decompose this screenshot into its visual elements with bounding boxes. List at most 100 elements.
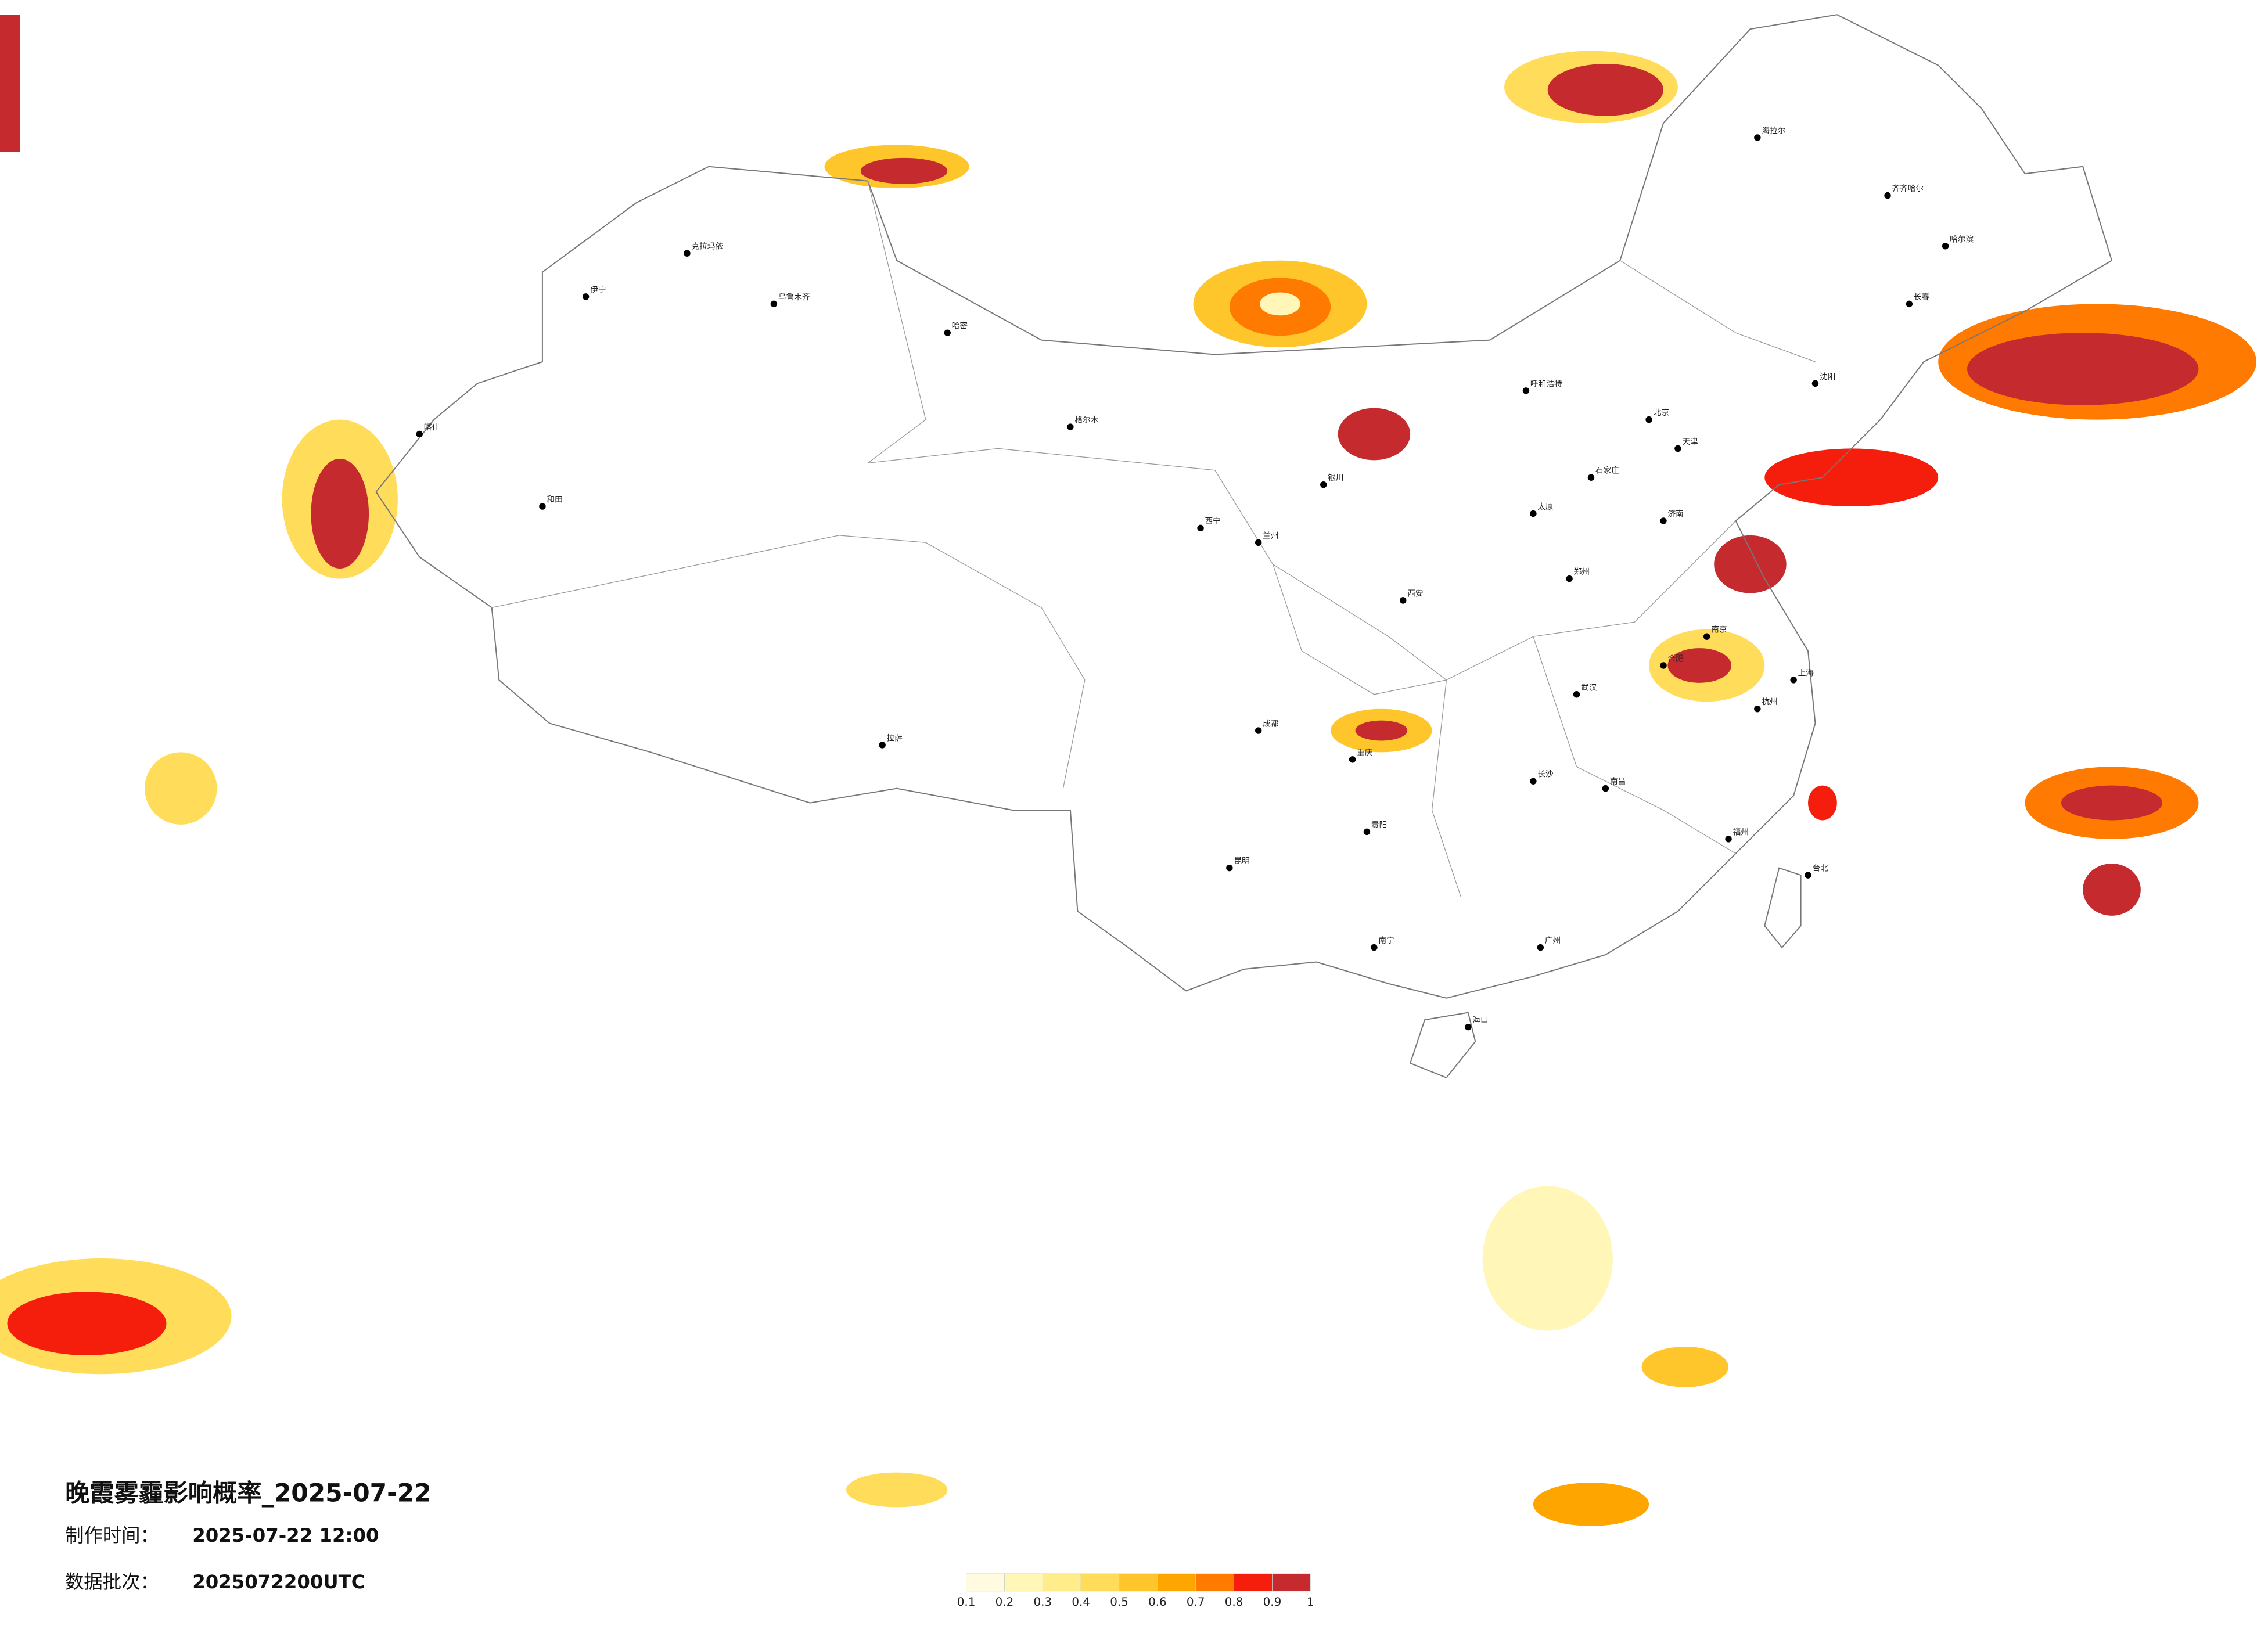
haze-area: [1764, 448, 1939, 507]
city-dot: [1349, 756, 1356, 763]
city-dot: [1255, 539, 1262, 546]
city-dot: [1942, 243, 1949, 250]
city-dot: [1660, 662, 1667, 669]
city-dot: [944, 329, 951, 336]
city-label: 上海: [1798, 668, 1814, 678]
city-label: 南京: [1711, 625, 1727, 635]
data-batch-value: 2025072200UTC: [192, 1571, 365, 1593]
haze-area: [1714, 535, 1787, 593]
haze-area: [1808, 785, 1837, 821]
haze-area: [2083, 864, 2141, 916]
colorbar-tick-label: 1: [1307, 1595, 1314, 1609]
city-label: 兰州: [1263, 531, 1278, 541]
haze-area: [1547, 63, 1663, 116]
province-border: [491, 181, 1816, 897]
city-dot: [1255, 727, 1262, 734]
city-label: 郑州: [1574, 567, 1590, 577]
city-dot: [1811, 380, 1819, 387]
city-dot: [1645, 416, 1652, 423]
colorbar-cell: [1080, 1573, 1120, 1592]
city-label: 杭州: [1762, 697, 1777, 707]
colorbar-cell: [1042, 1573, 1081, 1592]
city-dot: [1399, 597, 1407, 604]
city-label: 沈阳: [1820, 372, 1835, 382]
city-label: 拉萨: [887, 733, 903, 743]
colorbar-tick-label: 0.7: [1187, 1595, 1205, 1609]
city-dot: [1754, 705, 1761, 713]
city-dot: [582, 293, 590, 300]
city-dot: [1906, 300, 1913, 308]
city-label: 和田: [547, 495, 562, 505]
city-dot: [1522, 387, 1530, 394]
city-label: 长春: [1914, 293, 1930, 302]
colorbar-cell: [1195, 1573, 1234, 1592]
city-label: 广州: [1545, 936, 1561, 945]
haze-area: [1482, 1186, 1613, 1331]
city-dot: [1573, 691, 1580, 698]
colorbar-cell: [1272, 1573, 1311, 1592]
city-label: 海口: [1472, 1016, 1488, 1025]
city-dot: [1067, 423, 1074, 430]
city-label: 重庆: [1357, 748, 1373, 757]
city-label: 西安: [1407, 589, 1423, 598]
city-dot: [1530, 510, 1537, 517]
colorbar-cell: [966, 1573, 1005, 1592]
city-label: 太原: [1537, 502, 1553, 512]
city-dot: [770, 300, 778, 308]
city-dot: [1660, 517, 1667, 524]
colorbar-cell: [1157, 1573, 1196, 1592]
colorbar-tick-label: 0.8: [1225, 1595, 1243, 1609]
city-dot: [1320, 481, 1327, 488]
city-label: 福州: [1733, 828, 1749, 837]
haze-area: [1260, 292, 1300, 316]
haze-area: [7, 1292, 167, 1355]
city-label: 呼和浩特: [1530, 379, 1562, 388]
haze-area: [1355, 720, 1408, 741]
haze-area: [1667, 648, 1732, 683]
city-dot: [539, 503, 546, 510]
city-dot: [1754, 134, 1761, 141]
city-dot: [1587, 474, 1595, 481]
city-label: 台北: [1813, 864, 1829, 873]
map-title: 晚霞雾霾影响概率_2025-07-22: [65, 1478, 432, 1507]
haze-area: [1967, 333, 2199, 405]
city-label: 格尔木: [1074, 416, 1098, 425]
data-batch-label: 数据批次：: [65, 1571, 159, 1593]
city-dot: [1602, 785, 1609, 792]
city-label: 贵阳: [1371, 821, 1387, 830]
city-label: 克拉玛依: [691, 242, 723, 251]
city-label: 哈密: [952, 321, 968, 331]
city-label: 济南: [1667, 509, 1683, 519]
city-dot: [1725, 836, 1732, 843]
city-label: 齐齐哈尔: [1892, 184, 1924, 193]
city-label: 南宁: [1378, 936, 1394, 945]
city-label: 西宁: [1205, 516, 1221, 526]
city-dot: [1805, 872, 1811, 879]
city-label: 哈尔滨: [1950, 235, 1974, 244]
city-label: 南昌: [1610, 777, 1626, 786]
colorbar-cell: [1119, 1573, 1158, 1592]
colorbar-tick-label: 0.2: [995, 1595, 1014, 1609]
city-dot: [1703, 633, 1710, 640]
city-label: 乌鲁木齐: [778, 293, 810, 302]
city-dot: [684, 250, 691, 257]
city-dot: [1226, 864, 1233, 872]
city-dot: [416, 430, 423, 438]
colorbar-tick-label: 0.5: [1110, 1595, 1128, 1609]
city-dot: [1197, 524, 1204, 532]
colorbar-tick-label: 0.6: [1148, 1595, 1167, 1609]
haze-area: [0, 15, 20, 152]
city-label: 长沙: [1537, 770, 1554, 779]
city-label: 武汉: [1581, 683, 1597, 692]
city-label: 天津: [1682, 437, 1698, 447]
colorbar-tick-label: 0.3: [1033, 1595, 1052, 1609]
haze-area: [846, 1472, 948, 1508]
city-dot: [1537, 944, 1544, 951]
city-dot: [1363, 828, 1371, 836]
colorbar: 0.1 0.2 0.3 0.4 0.5 0.6 0.7 0.8 0.9 1: [957, 1573, 1314, 1609]
island-outline: [1409, 867, 1802, 1078]
country-outline: [375, 14, 2113, 999]
